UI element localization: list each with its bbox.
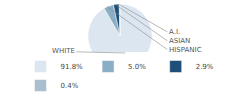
svg-text:2.9%: 2.9% bbox=[196, 63, 214, 71]
svg-text:ASIAN: ASIAN bbox=[169, 37, 190, 45]
svg-text:0.4%: 0.4% bbox=[61, 82, 79, 90]
svg-text:WHITE: WHITE bbox=[52, 47, 75, 55]
svg-text:91.8%: 91.8% bbox=[61, 63, 84, 71]
svg-text:HISPANIC: HISPANIC bbox=[169, 46, 202, 54]
svg-text:A.I.: A.I. bbox=[169, 28, 180, 36]
svg-text:5.0%: 5.0% bbox=[128, 63, 146, 71]
